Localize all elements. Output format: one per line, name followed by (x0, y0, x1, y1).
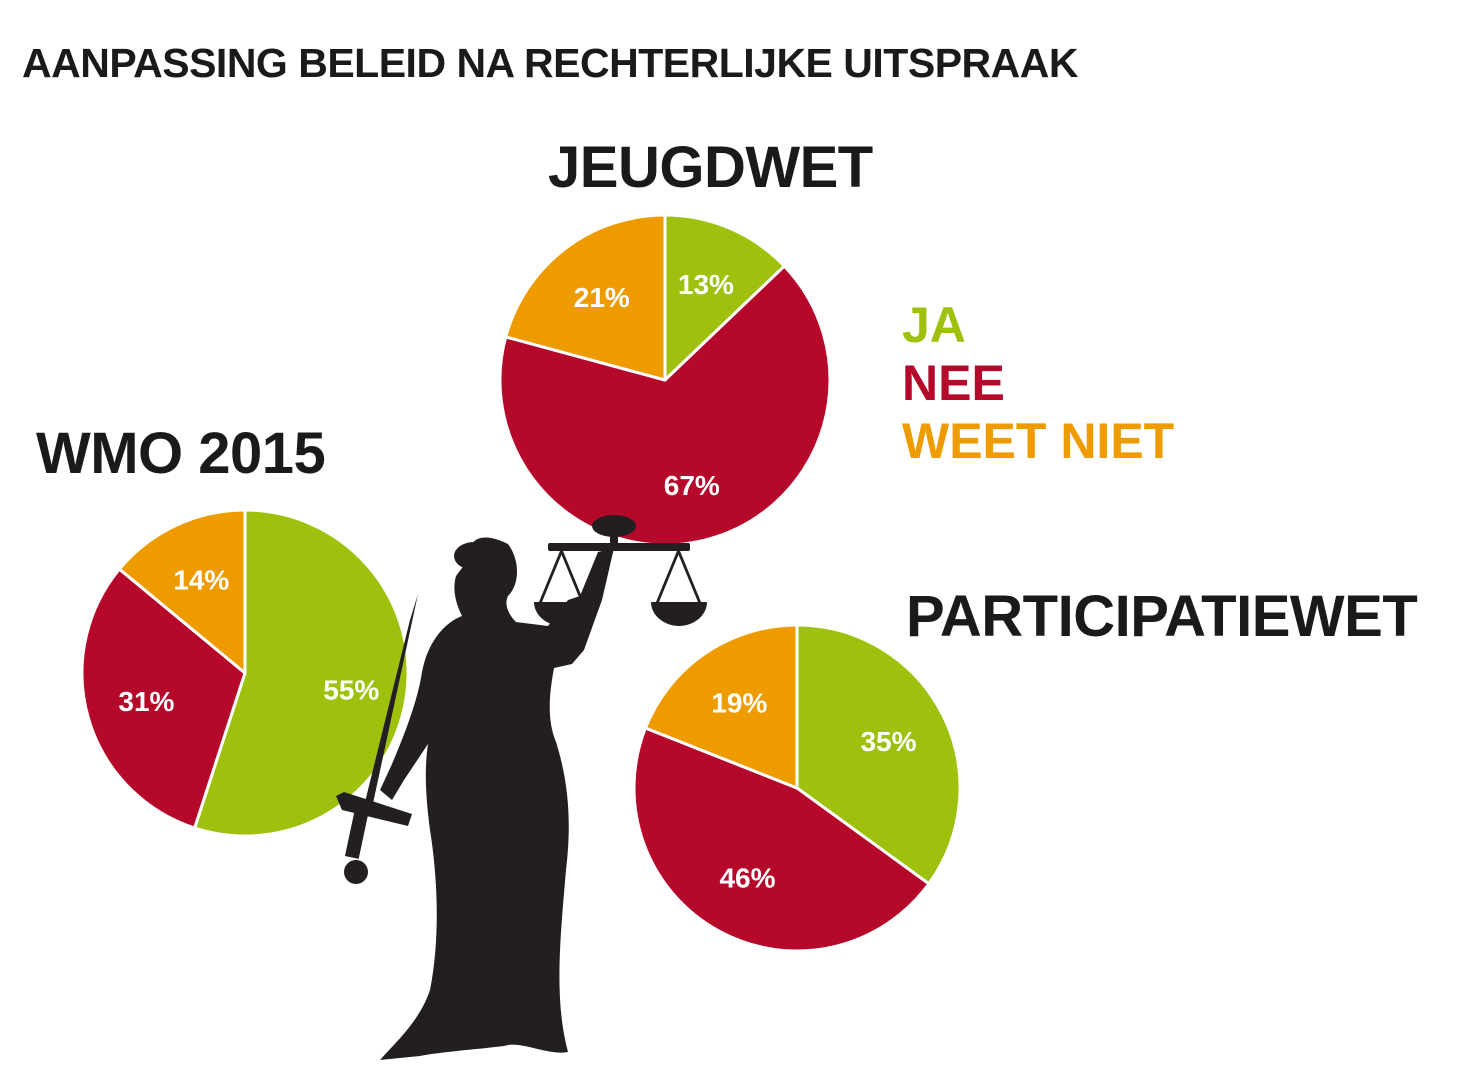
slice-label-weet-niet: 14% (173, 565, 229, 596)
pie-slice-ja (193, 508, 410, 838)
pie-chart-participatiewet: 35% 46% 19% (632, 623, 962, 953)
slice-label-weet-niet: 19% (711, 688, 767, 719)
page-title: AANPASSING BELEID NA RECHTERLIJKE UITSPR… (22, 40, 1078, 86)
pie-chart-wmo-2015: 55% 31% 14% (80, 508, 410, 838)
slice-label-ja: 13% (678, 269, 734, 300)
slice-label-ja: 55% (323, 674, 379, 705)
chart-title-wmo-2015: WMO 2015 (36, 421, 326, 486)
chart-title-participatiewet: PARTICIPATIEWET (906, 584, 1418, 649)
slice-label-nee: 31% (118, 686, 174, 717)
slice-label-nee: 46% (719, 863, 775, 894)
chart-title-jeugdwet: JEUGDWET (548, 135, 873, 200)
pie-slice-ja (795, 623, 962, 886)
legend: JA NEE WEET NIET (902, 296, 1174, 470)
legend-item-nee: NEE (902, 355, 1005, 411)
pie-slice-nee (498, 264, 832, 547)
lady-justice-icon (336, 515, 707, 1060)
pie-slice-weet-niet (643, 623, 799, 790)
pie-slice-nee (80, 567, 247, 830)
pie-slice-weet-niet (117, 508, 247, 675)
pie-slice-weet-niet (504, 213, 667, 382)
slice-label-weet-niet: 21% (574, 282, 630, 313)
legend-item-weet-niet: WEET NIET (902, 413, 1175, 469)
pie-slice-ja (663, 213, 786, 382)
legend-item-ja: JA (902, 297, 966, 353)
slice-label-nee: 67% (664, 470, 720, 501)
pie-chart-jeugdwet: 13% 67% 21% (498, 213, 832, 547)
pie-slice-nee (632, 726, 931, 953)
slice-label-ja: 35% (860, 726, 916, 757)
